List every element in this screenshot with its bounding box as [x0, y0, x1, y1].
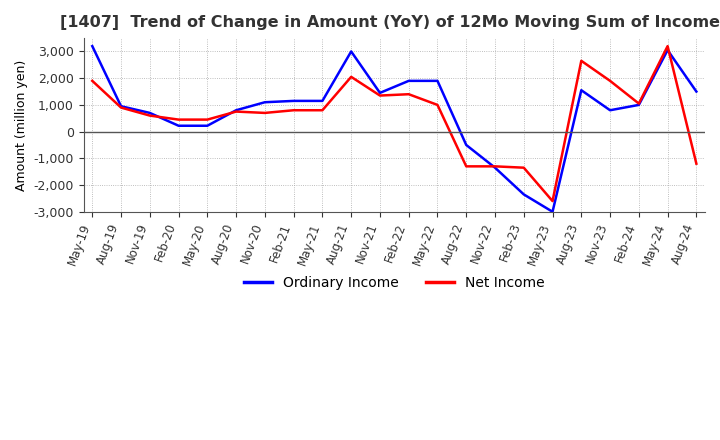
Net Income	[232, 109, 240, 114]
Line: Ordinary Income: Ordinary Income	[92, 46, 696, 212]
Net Income	[174, 117, 183, 122]
Net Income	[117, 105, 125, 110]
Ordinary Income	[117, 103, 125, 109]
Net Income	[433, 102, 442, 107]
Net Income	[347, 74, 356, 80]
Y-axis label: Amount (million yen): Amount (million yen)	[15, 59, 28, 191]
Ordinary Income	[519, 192, 528, 197]
Ordinary Income	[347, 49, 356, 54]
Net Income	[462, 164, 471, 169]
Ordinary Income	[433, 78, 442, 84]
Ordinary Income	[462, 142, 471, 147]
Ordinary Income	[174, 123, 183, 128]
Net Income	[88, 78, 96, 84]
Net Income	[376, 93, 384, 98]
Ordinary Income	[634, 102, 643, 107]
Ordinary Income	[318, 98, 327, 103]
Net Income	[692, 161, 701, 166]
Ordinary Income	[203, 123, 212, 128]
Ordinary Income	[261, 99, 269, 105]
Ordinary Income	[491, 165, 500, 170]
Ordinary Income	[145, 110, 154, 116]
Net Income	[577, 58, 585, 63]
Ordinary Income	[663, 48, 672, 53]
Net Income	[548, 198, 557, 204]
Net Income	[663, 44, 672, 49]
Ordinary Income	[289, 98, 298, 103]
Net Income	[491, 164, 500, 169]
Net Income	[634, 101, 643, 106]
Legend: Ordinary Income, Net Income: Ordinary Income, Net Income	[238, 270, 550, 295]
Net Income	[405, 92, 413, 97]
Ordinary Income	[548, 209, 557, 214]
Net Income	[606, 78, 614, 84]
Title: [1407]  Trend of Change in Amount (YoY) of 12Mo Moving Sum of Incomes: [1407] Trend of Change in Amount (YoY) o…	[60, 15, 720, 30]
Net Income	[318, 108, 327, 113]
Ordinary Income	[232, 108, 240, 113]
Ordinary Income	[692, 89, 701, 94]
Ordinary Income	[606, 108, 614, 113]
Net Income	[261, 110, 269, 116]
Net Income	[145, 113, 154, 118]
Line: Net Income: Net Income	[92, 46, 696, 201]
Net Income	[519, 165, 528, 170]
Ordinary Income	[577, 88, 585, 93]
Ordinary Income	[405, 78, 413, 84]
Net Income	[203, 117, 212, 122]
Ordinary Income	[88, 44, 96, 49]
Ordinary Income	[376, 90, 384, 95]
Net Income	[289, 108, 298, 113]
